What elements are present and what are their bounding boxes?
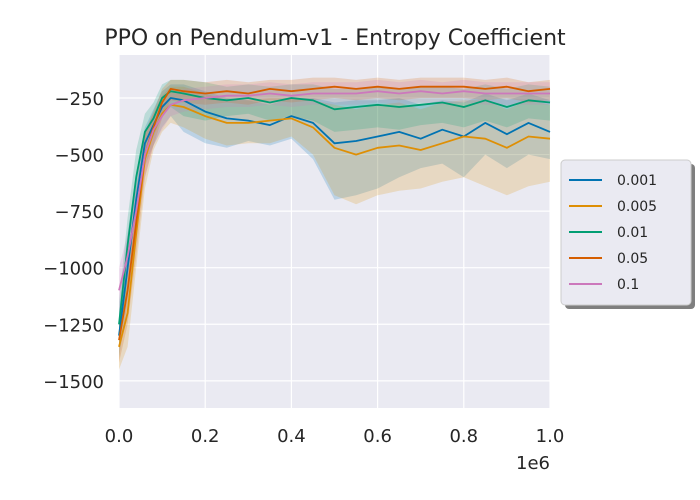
legend-label: 0.1 [617,277,639,293]
band-0.001 [119,84,550,359]
plot-area [119,55,550,408]
x-offset-label: 1e6 [516,453,550,474]
x-tick-label: 0.4 [277,426,306,447]
tick-labels: 0.0 0.2 0.4 0.6 0.8 1.0 −1500 −1250 −1000 −750 −50… [43,89,564,447]
x-tick-label: 0.8 [449,426,478,447]
x-tick-label: 0.6 [363,426,392,447]
legend-label: 0.001 [617,173,657,189]
legend: 0.001 0.005 0.01 0.05 0.1 [560,159,695,309]
legend-label: 0.005 [617,199,657,215]
line-0.05 [118,85,551,341]
legend-label: 0.01 [617,225,648,241]
x-tick-label: 0.0 [105,426,134,447]
y-tick-label: −1000 [43,259,104,280]
line-0.1 [118,90,550,291]
grid [118,55,551,408]
y-tick-label: −750 [55,202,104,223]
series-lines [118,85,551,348]
y-tick-label: −500 [55,146,104,167]
y-tick-label: −1250 [43,315,104,336]
legend-label: 0.05 [617,251,648,267]
band-0.005 [119,86,550,370]
y-tick-label: −1500 [43,372,104,393]
x-tick-label: 1.0 [536,426,565,447]
y-tick-label: −250 [55,89,104,110]
chart-title: PPO on Pendulum-v1 - Entropy Coefficient [104,26,566,51]
line-0.01 [118,90,551,325]
x-tick-label: 0.2 [191,426,220,447]
legend-box [560,159,692,306]
